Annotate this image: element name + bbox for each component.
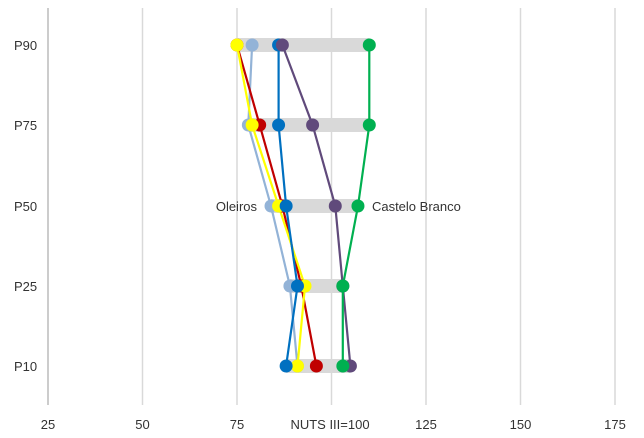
category-label-p25: P25: [14, 279, 37, 294]
series-6-point-p25: [336, 279, 350, 293]
x-tick-label-175: 175: [604, 417, 626, 432]
annotations: Oleiros Castelo Branco: [216, 199, 461, 214]
category-labels: P90 P75 P50 P25 P10: [14, 38, 37, 374]
annotation-1: Oleiros: [216, 199, 258, 214]
annotation-2: Castelo Branco: [372, 199, 461, 214]
series-3-point-p75: [245, 118, 259, 132]
x-tick-label-75: 75: [230, 417, 244, 432]
series-1-point-p90: [245, 38, 259, 52]
x-tick-label-150: 150: [510, 417, 532, 432]
series-3-point-p90: [230, 38, 244, 52]
series-points: [230, 38, 376, 373]
x-axis-title: NUTS III=100: [290, 417, 369, 432]
series-4-point-p75: [272, 118, 286, 132]
series-6-point-p50: [351, 199, 365, 213]
series-5-point-p90: [275, 38, 289, 52]
series-6-point-p10: [336, 359, 350, 373]
series-4-point-p10: [279, 359, 293, 373]
series-4-point-p50: [279, 199, 293, 213]
series-5-point-p50: [328, 199, 342, 213]
series-lines: [235, 44, 371, 367]
category-label-p50: P50: [14, 199, 37, 214]
series-3-point-p10: [290, 359, 304, 373]
x-tick-label-25: 25: [41, 417, 55, 432]
category-label-p75: P75: [14, 118, 37, 133]
category-label-p10: P10: [14, 359, 37, 374]
series-2-point-p10: [309, 359, 323, 373]
series-4-point-p25: [290, 279, 304, 293]
x-tick-label-50: 50: [135, 417, 149, 432]
series-6-point-p90: [362, 38, 376, 52]
series-5-point-p75: [306, 118, 320, 132]
x-tick-labels: 25 50 75 125 150 175: [41, 417, 626, 432]
x-tick-label-125: 125: [415, 417, 437, 432]
range-bar-p90: [237, 38, 370, 52]
category-label-p90: P90: [14, 38, 37, 53]
series-6-point-p75: [362, 118, 376, 132]
